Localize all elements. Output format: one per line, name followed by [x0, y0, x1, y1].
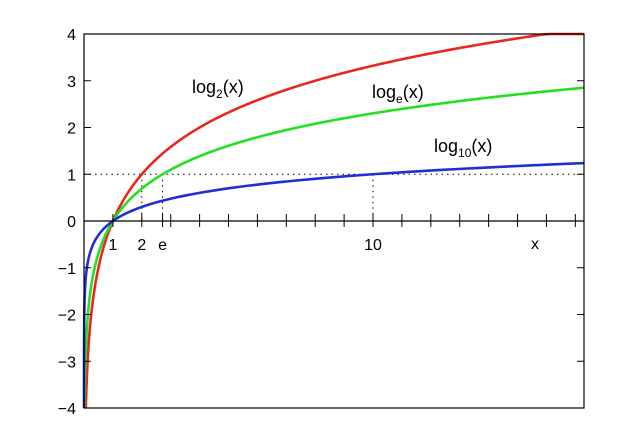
y-tick-label: −2 [58, 308, 76, 325]
y-tick-label: 4 [67, 27, 76, 44]
plot-frame [83, 33, 585, 409]
y-tick-label: 2 [67, 121, 76, 138]
series-line-loge [83, 86, 585, 409]
y-tick-label: 1 [67, 167, 76, 184]
series-label-log10: log10(x) [434, 136, 492, 160]
y-tick-label: −1 [58, 261, 76, 278]
x-tick-label: 1 [108, 237, 117, 254]
series-label-log2: log2(x) [192, 77, 244, 101]
series-label-loge: loge(x) [372, 82, 424, 106]
reference-lines [84, 173, 584, 221]
y-tick-label: 0 [67, 214, 76, 231]
x-tick-label: e [158, 237, 167, 254]
x-tick-label: 2 [137, 237, 146, 254]
x-axis-label: x [531, 236, 539, 253]
y-tick-label: −4 [58, 401, 76, 418]
y-tick-label: 3 [67, 74, 76, 91]
y-tick-label: −3 [58, 354, 76, 371]
x-tick-label: 10 [364, 237, 382, 254]
